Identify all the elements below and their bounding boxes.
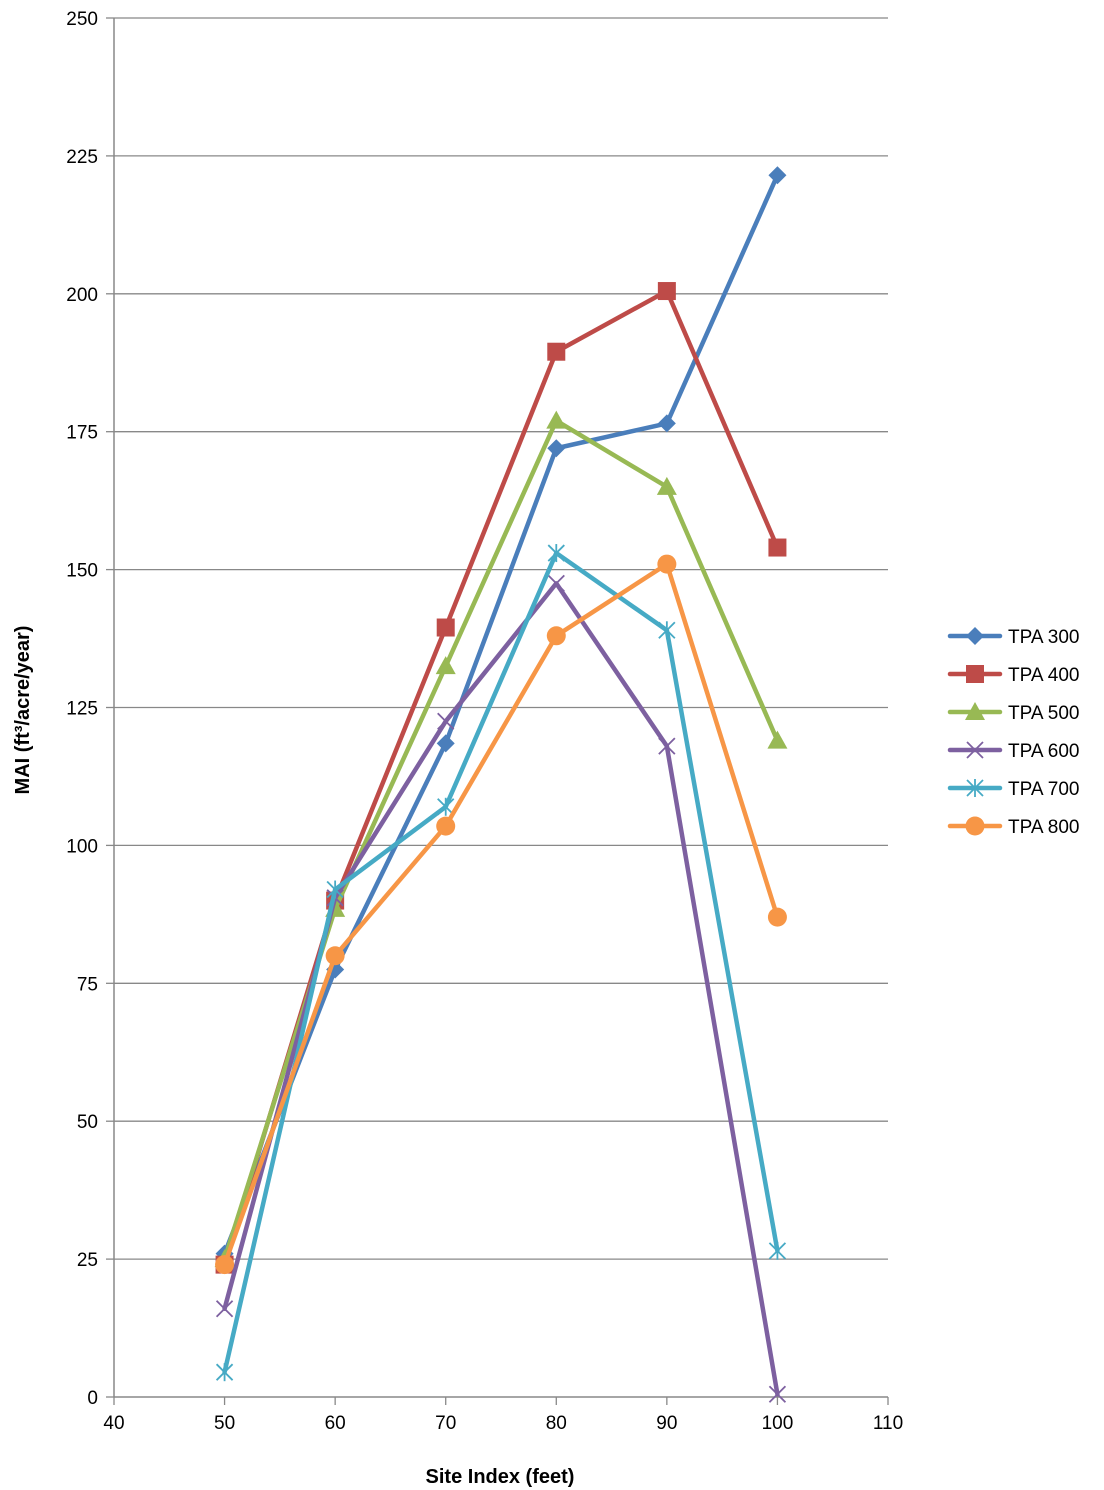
legend-entry: TPA 500 — [947, 702, 1079, 724]
legend-entry: TPA 600 — [947, 741, 1079, 762]
legend-marker — [965, 702, 985, 720]
x-tick-label: 100 — [762, 1413, 794, 1434]
legend-label: TPA 400 — [1008, 665, 1079, 686]
data-point — [325, 946, 345, 966]
y-axis-title: MAI (ft³/acre/year) — [12, 626, 34, 795]
legend-entry: TPA 400 — [947, 665, 1079, 686]
data-point — [436, 734, 455, 753]
data-point — [658, 737, 676, 755]
x-tick-label: 110 — [873, 1413, 903, 1434]
data-point — [436, 816, 456, 836]
series-tpa-500 — [214, 410, 788, 1268]
data-point — [546, 410, 567, 429]
legend: TPA 300 TPA 400 TPA 500 TPA 600 TPA 700 TPA 8… — [947, 627, 1079, 838]
legend-label: TPA 300 — [1008, 627, 1079, 648]
legend-label: TPA 800 — [1008, 817, 1079, 838]
grid-lines — [114, 17, 888, 1260]
data-point — [547, 342, 566, 361]
legend-entry: TPA 300 — [947, 627, 1079, 648]
legend-marker — [965, 816, 985, 836]
data-point — [768, 166, 787, 185]
x-tick-label: 50 — [214, 1413, 235, 1434]
y-tick-label: 100 — [66, 836, 98, 857]
data-point — [547, 574, 565, 593]
data-point — [657, 414, 676, 433]
legend-entry: TPA 800 — [947, 816, 1079, 838]
series-lines — [214, 166, 788, 1403]
series-line — [222, 550, 780, 1375]
x-axis-title: Site Index (feet) — [426, 1466, 575, 1488]
data-point — [437, 712, 455, 730]
x-tick-label: 60 — [325, 1413, 346, 1434]
data-point — [768, 538, 787, 557]
series-line — [222, 172, 780, 1256]
x-tick-label: 70 — [435, 1413, 456, 1434]
data-point — [767, 907, 787, 927]
series-tpa-800 — [215, 554, 787, 1275]
data-point — [436, 618, 455, 637]
axes: 0 25 50 75 100 125 150 175 200 225 250 40 50 60 70 80 90… — [66, 9, 903, 1434]
data-point — [215, 1363, 234, 1382]
legend-entry: TPA 700 — [947, 779, 1079, 800]
data-point — [437, 797, 455, 816]
y-tick-label: 250 — [66, 9, 98, 30]
y-tick-label: 0 — [87, 1388, 98, 1409]
data-point — [435, 656, 456, 675]
y-tick-label: 225 — [66, 147, 98, 168]
legend-label: TPA 700 — [1008, 779, 1079, 800]
data-point — [656, 476, 677, 495]
y-tick-label: 50 — [77, 1112, 98, 1133]
y-tick-label: 200 — [66, 285, 98, 306]
y-tick-label: 75 — [77, 974, 98, 995]
series-tpa-300 — [215, 166, 787, 1263]
legend-marker — [966, 741, 984, 759]
legend-label: TPA 500 — [1008, 703, 1079, 724]
legend-marker — [966, 627, 984, 645]
data-point — [215, 1300, 234, 1318]
y-tick-label: 125 — [66, 699, 98, 720]
series-line — [222, 418, 780, 1262]
data-point — [547, 544, 565, 563]
data-point — [767, 730, 788, 749]
legend-marker — [966, 665, 984, 683]
data-point — [658, 621, 676, 640]
data-point — [768, 1385, 787, 1403]
y-tick-label: 175 — [66, 423, 98, 444]
y-tick-label: 150 — [66, 561, 98, 582]
y-tick-label: 25 — [77, 1250, 98, 1271]
series-tpa-600 — [215, 574, 787, 1403]
x-tick-label: 90 — [656, 1413, 677, 1434]
data-point — [657, 554, 677, 574]
data-point — [657, 282, 676, 301]
series-tpa-700 — [215, 544, 787, 1382]
legend-marker — [966, 779, 984, 797]
data-point — [768, 1241, 787, 1260]
legend-label: TPA 600 — [1008, 741, 1079, 762]
data-point — [546, 626, 566, 646]
data-point — [326, 880, 344, 899]
data-point — [215, 1255, 235, 1275]
series-tpa-400 — [215, 282, 787, 1274]
x-tick-label: 80 — [546, 1413, 567, 1434]
series-line — [222, 561, 780, 1267]
data-point — [547, 439, 566, 458]
x-tick-label: 40 — [103, 1413, 124, 1434]
